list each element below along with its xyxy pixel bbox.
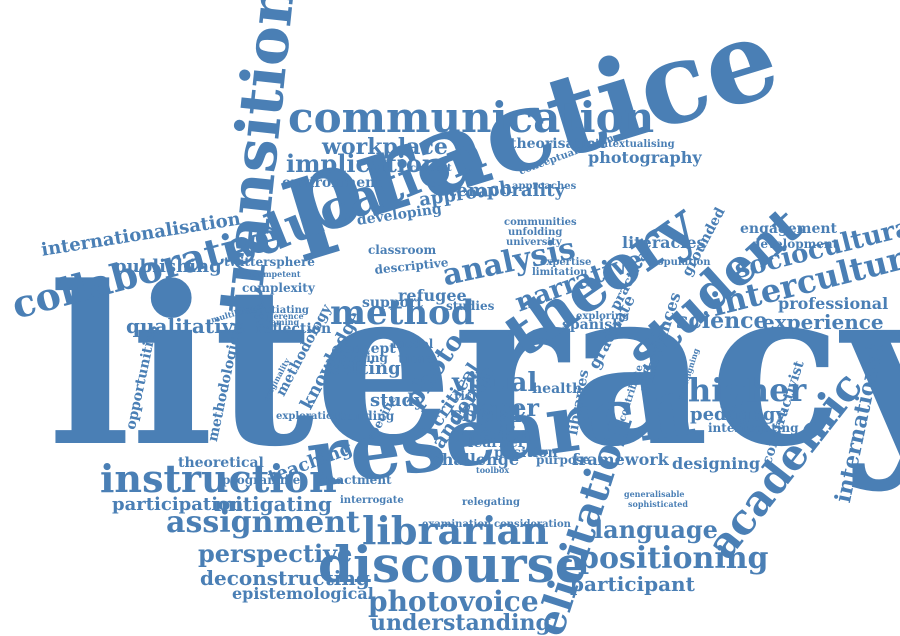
word-support: support	[362, 295, 423, 311]
word-language: language	[594, 515, 718, 544]
word-discourse: discourse	[318, 535, 587, 594]
word-peeling: peeling	[338, 351, 388, 365]
word-publishing: publishing	[114, 256, 222, 277]
word-consideration: consideration	[494, 519, 571, 530]
word-examination: examination	[422, 519, 492, 530]
word-twittersphere: twittersphere	[224, 255, 315, 269]
word-implication: implication	[286, 149, 440, 178]
word-temporality: temporality	[448, 180, 565, 201]
word-time: time	[398, 351, 434, 367]
word-instruction: instruction	[100, 456, 337, 501]
word-university: university	[506, 237, 562, 248]
word-participation: participation	[112, 494, 244, 515]
word-setting: setting	[330, 358, 401, 379]
word-population: population	[650, 257, 711, 268]
word-science: science	[676, 308, 768, 334]
word-pedagogy: pedagogy	[690, 404, 786, 425]
word-studies: studies	[446, 299, 495, 313]
word-photovoice: photovoice	[368, 585, 539, 618]
word-refugee: refugee	[398, 286, 467, 305]
word-exploration: exploration	[276, 411, 340, 422]
word-qualitative: qualitative	[126, 314, 247, 338]
word-incompetent: incompetent	[244, 269, 301, 279]
word-model: model	[392, 337, 434, 351]
word-learner: learner	[468, 435, 526, 451]
word-deconstructing: deconstructing	[200, 566, 370, 590]
word-challenge: challenge	[432, 450, 520, 469]
word-limitation: limitation	[532, 267, 588, 278]
word-literacies: literacies	[622, 233, 706, 252]
word-programme: programme	[222, 473, 301, 487]
word-interrogate: interrogate	[340, 495, 404, 506]
word-interrogating: interrogating	[708, 421, 799, 435]
word-environment: environment	[282, 175, 382, 191]
word-reframing: reframing	[254, 317, 300, 327]
word-expertise: expertise	[540, 257, 592, 268]
word-concept: concept	[334, 341, 396, 357]
word-theoretical: theoretical	[178, 455, 264, 471]
word-photography: photography	[588, 148, 702, 167]
word-communities: communities	[504, 217, 577, 228]
word-negotiating: negotiating	[244, 305, 309, 316]
word-position: position	[494, 445, 558, 461]
word-complexity: complexity	[242, 281, 315, 295]
word-perspective: perspective	[198, 539, 353, 568]
word-theorisation: theorisation	[510, 136, 606, 152]
word-toolbox: toolbox	[476, 465, 510, 475]
word-assignment: assignment	[166, 505, 360, 540]
word-mitigating: mitigating	[214, 492, 332, 516]
word-sophisticated: sophisticated	[628, 499, 688, 509]
word-development: development	[752, 237, 839, 251]
word-framework: framework	[572, 450, 669, 469]
word-study: study	[370, 390, 425, 411]
word-social: social	[450, 402, 522, 428]
word-experience: experience	[762, 310, 884, 334]
word-generalisable: generalisable	[624, 489, 685, 499]
word-higher: higher	[688, 371, 807, 409]
word-risk: risk	[454, 389, 480, 403]
word-classroom: classroom	[368, 243, 437, 257]
word-approaches: approaches	[512, 181, 577, 192]
word-purpose: purpose	[536, 453, 591, 467]
word-epistemological: epistemological	[232, 584, 374, 603]
word-method: method	[330, 293, 475, 333]
word-media: media	[456, 422, 532, 448]
word-participant: participant	[570, 572, 695, 596]
word-visual: visual	[452, 368, 538, 398]
word-librarian: librarian	[362, 508, 549, 553]
word-paper: paper	[462, 393, 540, 422]
word-context: context	[410, 163, 452, 174]
word-workplace: workplace	[322, 134, 448, 160]
word-reflection: reflection	[256, 321, 332, 337]
word-professional: professional	[778, 294, 889, 313]
word-unfolding: unfolding	[508, 227, 563, 238]
word-spanish: spanish	[562, 317, 623, 333]
word-enactment: enactment	[320, 473, 392, 487]
word-literacy: literacy	[48, 239, 900, 495]
word-designing: designing	[672, 454, 761, 473]
word-building: building	[338, 409, 395, 423]
word-exploring: exploring	[576, 311, 630, 322]
word-contextualising: contextualising	[588, 139, 675, 150]
word-relegating: relegating	[462, 497, 520, 508]
word-understanding: understanding	[370, 610, 551, 636]
word-conference: conference	[254, 311, 304, 321]
word-engagement: engagement	[740, 221, 838, 237]
word-positioning: positioning	[578, 541, 769, 576]
word-health: health	[532, 381, 583, 397]
word-communication: communication	[288, 93, 655, 142]
